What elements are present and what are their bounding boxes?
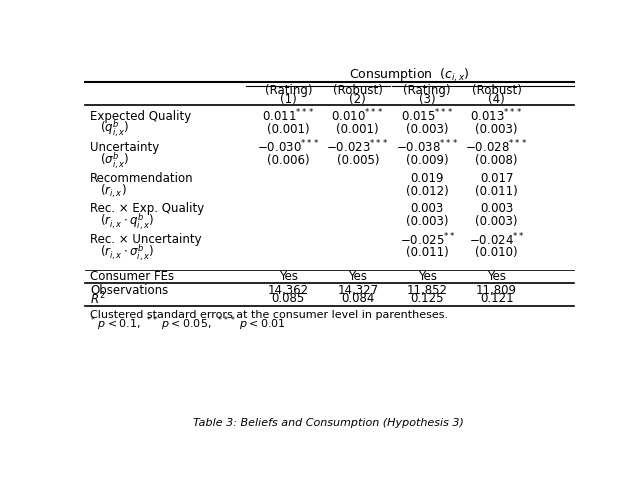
- Text: $0.010^{***}$: $0.010^{***}$: [332, 108, 384, 124]
- Text: (Robust): (Robust): [333, 84, 383, 97]
- Text: $(r_{i,x}\cdot q_{i,x}^{b})$: $(r_{i,x}\cdot q_{i,x}^{b})$: [100, 211, 154, 232]
- Text: (0.009): (0.009): [406, 154, 449, 167]
- Text: 14,327: 14,327: [337, 284, 378, 297]
- Text: (1): (1): [280, 93, 297, 106]
- Text: $^{*}$ $p<0.1$,  $^{**}$ $p<0.05$,  $^{***}$ $p<0.01$: $^{*}$ $p<0.1$, $^{**}$ $p<0.05$, $^{***…: [90, 314, 285, 333]
- Text: (0.010): (0.010): [476, 247, 518, 259]
- Text: (Rating): (Rating): [264, 84, 312, 97]
- Text: $(\sigma_{i,x}^{b})$: $(\sigma_{i,x}^{b})$: [100, 150, 129, 171]
- Text: (0.011): (0.011): [406, 247, 449, 259]
- Text: $(q_{i,x}^{b})$: $(q_{i,x}^{b})$: [100, 119, 129, 139]
- Text: Yes: Yes: [348, 270, 367, 283]
- Text: (0.003): (0.003): [406, 123, 449, 135]
- Text: Consumption  $(c_{i,x})$: Consumption $(c_{i,x})$: [349, 67, 470, 84]
- Text: (0.008): (0.008): [476, 154, 518, 167]
- Text: 0.003: 0.003: [480, 202, 513, 215]
- Text: $(r_{i,x})$: $(r_{i,x})$: [100, 183, 127, 200]
- Text: (4): (4): [488, 93, 505, 106]
- Text: (2): (2): [349, 93, 366, 106]
- Text: $-0.023^{***}$: $-0.023^{***}$: [326, 139, 389, 156]
- Text: (0.011): (0.011): [476, 185, 518, 198]
- Text: 0.017: 0.017: [480, 172, 513, 185]
- Text: (0.003): (0.003): [476, 215, 518, 228]
- Text: Consumer FEs: Consumer FEs: [90, 270, 174, 283]
- Text: Yes: Yes: [279, 270, 298, 283]
- Text: Observations: Observations: [90, 284, 168, 297]
- Text: $-0.025^{**}$: $-0.025^{**}$: [399, 232, 455, 248]
- Text: 0.084: 0.084: [341, 293, 374, 306]
- Text: Rec. × Uncertainty: Rec. × Uncertainty: [90, 233, 202, 247]
- Text: (0.001): (0.001): [337, 123, 379, 135]
- Text: $-0.028^{***}$: $-0.028^{***}$: [465, 139, 528, 156]
- Text: $0.015^{***}$: $0.015^{***}$: [401, 108, 454, 124]
- Text: Recommendation: Recommendation: [90, 172, 193, 185]
- Text: 0.003: 0.003: [411, 202, 444, 215]
- Text: $-0.038^{***}$: $-0.038^{***}$: [396, 139, 458, 156]
- Text: (Rating): (Rating): [403, 84, 451, 97]
- Text: Uncertainty: Uncertainty: [90, 141, 159, 154]
- Text: Yes: Yes: [418, 270, 436, 283]
- Text: (0.012): (0.012): [406, 185, 449, 198]
- Text: 11,809: 11,809: [476, 284, 517, 297]
- Text: 0.125: 0.125: [410, 293, 444, 306]
- Text: Yes: Yes: [487, 270, 506, 283]
- Text: 0.019: 0.019: [410, 172, 444, 185]
- Text: Table 3: Beliefs and Consumption (Hypothesis 3): Table 3: Beliefs and Consumption (Hypoth…: [193, 418, 463, 428]
- Text: (3): (3): [419, 93, 435, 106]
- Text: $0.011^{***}$: $0.011^{***}$: [262, 108, 315, 124]
- Text: $0.013^{***}$: $0.013^{***}$: [470, 108, 523, 124]
- Text: (0.003): (0.003): [476, 123, 518, 135]
- Text: 0.085: 0.085: [272, 293, 305, 306]
- Text: 11,852: 11,852: [406, 284, 448, 297]
- Text: Rec. × Exp. Quality: Rec. × Exp. Quality: [90, 202, 204, 215]
- Text: $R^2$: $R^2$: [90, 291, 106, 308]
- Text: Clustered standard errors at the consumer level in parentheses.: Clustered standard errors at the consume…: [90, 310, 448, 320]
- Text: $-0.030^{***}$: $-0.030^{***}$: [257, 139, 319, 156]
- Text: (0.003): (0.003): [406, 215, 449, 228]
- Text: $-0.024^{**}$: $-0.024^{**}$: [469, 232, 524, 248]
- Text: (0.005): (0.005): [337, 154, 379, 167]
- Text: (0.006): (0.006): [267, 154, 310, 167]
- Text: Expected Quality: Expected Quality: [90, 110, 191, 123]
- Text: (Robust): (Robust): [472, 84, 522, 97]
- Text: (0.001): (0.001): [267, 123, 310, 135]
- Text: 0.121: 0.121: [480, 293, 513, 306]
- Text: 14,362: 14,362: [268, 284, 309, 297]
- Text: $(r_{i,x}\cdot\sigma_{i,x}^{b})$: $(r_{i,x}\cdot\sigma_{i,x}^{b})$: [100, 243, 154, 263]
